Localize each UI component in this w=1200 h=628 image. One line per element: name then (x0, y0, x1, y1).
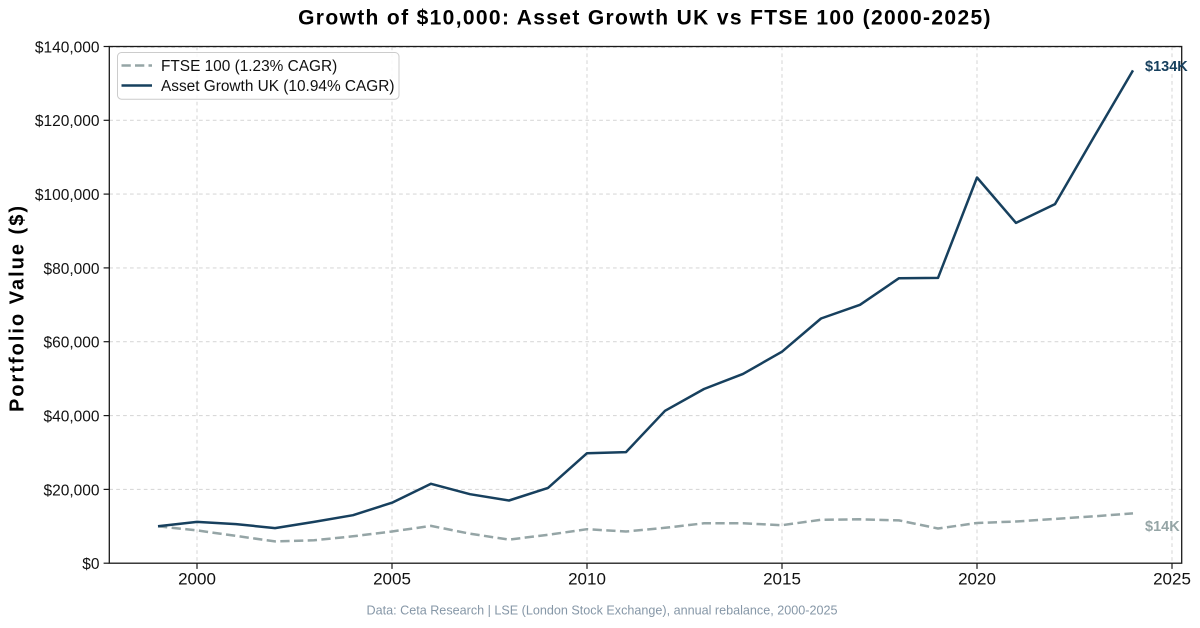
svg-text:$80,000: $80,000 (43, 261, 99, 278)
svg-text:Portfolio Value ($): Portfolio Value ($) (7, 204, 29, 412)
svg-text:2010: 2010 (568, 570, 606, 589)
svg-text:$40,000: $40,000 (43, 409, 99, 426)
svg-text:$100,000: $100,000 (35, 187, 100, 204)
svg-text:$134K: $134K (1145, 59, 1188, 75)
svg-text:$14K: $14K (1145, 519, 1180, 535)
svg-text:$0: $0 (82, 556, 100, 573)
svg-text:$60,000: $60,000 (43, 335, 99, 352)
svg-text:FTSE 100 (1.23% CAGR): FTSE 100 (1.23% CAGR) (161, 58, 337, 75)
svg-text:2025: 2025 (1153, 570, 1191, 589)
svg-text:2005: 2005 (373, 570, 411, 589)
svg-text:2020: 2020 (958, 570, 996, 589)
svg-text:Growth of $10,000: Asset Growt: Growth of $10,000: Asset Growth UK vs FT… (298, 7, 992, 30)
svg-text:$20,000: $20,000 (43, 482, 99, 499)
svg-text:$140,000: $140,000 (35, 39, 100, 56)
svg-text:Data: Ceta Research | LSE (Lon: Data: Ceta Research | LSE (London Stock … (367, 604, 838, 618)
svg-text:Asset Growth UK (10.94% CAGR): Asset Growth UK (10.94% CAGR) (161, 78, 395, 95)
svg-text:2015: 2015 (763, 570, 801, 589)
svg-text:2000: 2000 (178, 570, 216, 589)
svg-text:$120,000: $120,000 (35, 113, 100, 130)
